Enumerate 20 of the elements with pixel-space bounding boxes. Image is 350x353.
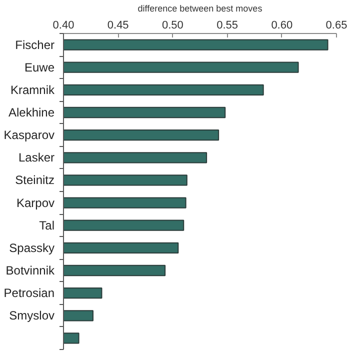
y-tick-label: Fischer xyxy=(15,38,55,52)
y-tick-label: Botvinnik xyxy=(6,264,56,278)
x-tick-label: 0.55 xyxy=(216,20,238,32)
y-tick-label: Tal xyxy=(39,218,55,232)
y-tick-label: Kasparov xyxy=(4,128,55,142)
y-tick-label: Karpov xyxy=(16,196,55,210)
y-tick-label: Spassky xyxy=(9,240,55,255)
y-tick-label: Petrosian xyxy=(4,286,55,300)
y-tick-label: Smyslov xyxy=(9,308,55,323)
y-tick-label: Lasker xyxy=(18,150,55,165)
x-tick-label: 0.65 xyxy=(326,20,348,32)
y-tick-label: Steinitz xyxy=(15,173,55,188)
y-tick-label: Euwe xyxy=(24,60,55,74)
y-tick-label: Kramnik xyxy=(10,82,56,97)
x-tick-label: 0.60 xyxy=(271,20,293,32)
x-axis-title: difference between best moves xyxy=(138,4,263,14)
x-tick-label: 0.45 xyxy=(107,20,129,32)
y-tick-label: Alekhine xyxy=(8,106,55,120)
x-tick-label: 0.50 xyxy=(162,20,184,32)
x-tick-label: 0.40 xyxy=(52,20,74,32)
